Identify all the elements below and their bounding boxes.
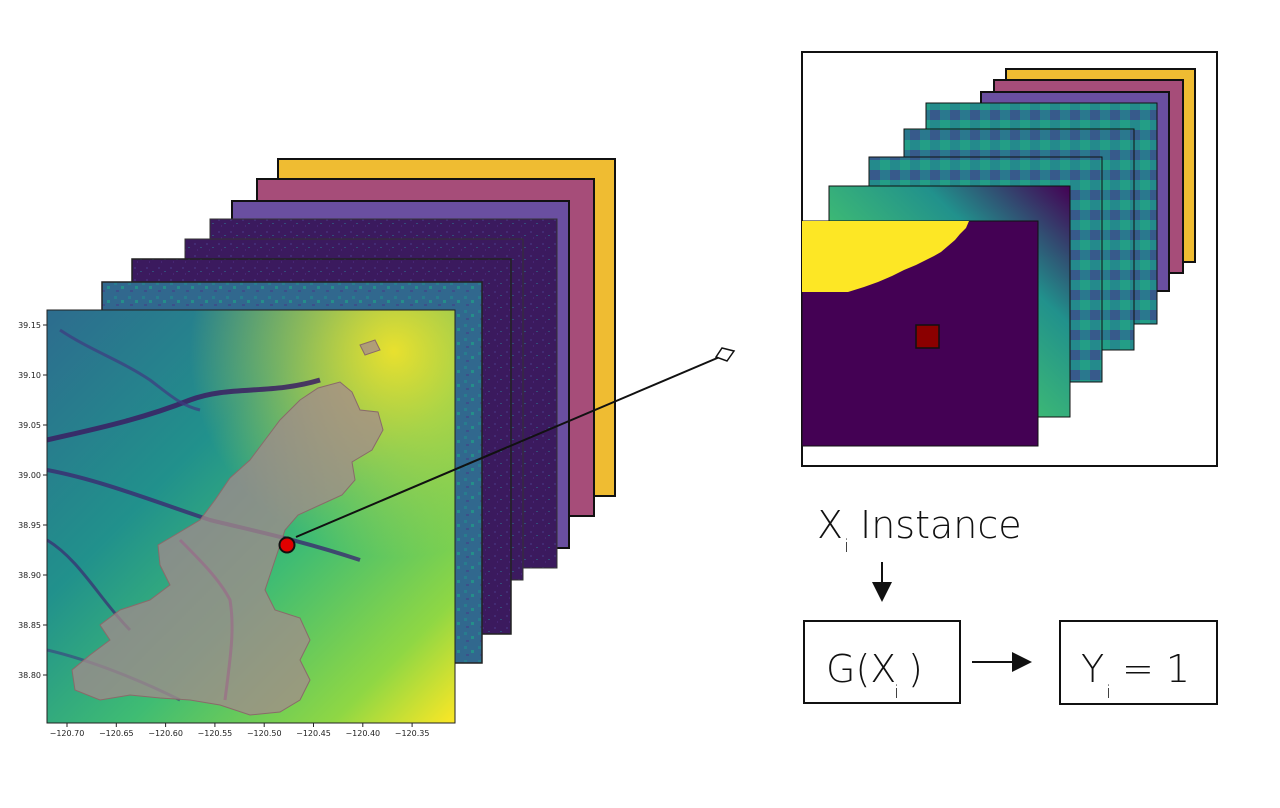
output-label-sub: i xyxy=(1106,682,1111,703)
map-y-tick-label: 38.80 xyxy=(18,671,41,680)
map-x-tick-label: −120.70 xyxy=(50,729,85,738)
map-y-tick-label: 39.05 xyxy=(18,421,41,430)
map-y-tick-label: 39.10 xyxy=(18,371,41,380)
map-x-tick-label: −120.50 xyxy=(247,729,282,738)
map-x-tick-label: −120.60 xyxy=(148,729,183,738)
elevation-map xyxy=(47,310,455,723)
map-y-tick-label: 38.95 xyxy=(18,521,41,530)
output-box xyxy=(1059,620,1218,705)
map-x-tick-label: −120.55 xyxy=(198,729,233,738)
patch-stack xyxy=(801,68,1196,447)
instance-label-text: Instance xyxy=(860,503,1022,547)
model-label-suffix: ) xyxy=(908,647,923,691)
instance-label: X i Instance xyxy=(817,503,1022,557)
model-label-sub: i xyxy=(894,682,899,703)
map-y-tick-label: 38.85 xyxy=(18,621,41,630)
instance-label-sub: i xyxy=(844,536,849,557)
map-x-tick-label: −120.35 xyxy=(395,729,430,738)
output-label-y: Y xyxy=(1081,647,1104,691)
map-x-axis: −120.70 −120.65 −120.60 −120.55 −120.50 −120.… xyxy=(50,723,430,738)
connector-line xyxy=(295,355,723,538)
model-label-prefix: G(X xyxy=(826,647,896,691)
map-y-tick-label: 39.00 xyxy=(18,471,41,480)
connector-patch-icon xyxy=(714,347,736,362)
model-box xyxy=(803,620,961,704)
output-label-value: = 1 xyxy=(1122,647,1190,691)
instance-marker xyxy=(278,536,296,554)
patch-layer-binary xyxy=(801,220,1039,447)
map-x-tick-label: −120.45 xyxy=(296,729,331,738)
map-x-tick-label: −120.65 xyxy=(99,729,134,738)
map-y-tick-label: 39.15 xyxy=(18,321,41,330)
map-x-tick-label: −120.40 xyxy=(345,729,380,738)
patch-center-cell xyxy=(915,324,940,349)
map-y-tick-label: 38.90 xyxy=(18,571,41,580)
instance-label-x: X xyxy=(817,503,843,547)
fire-perimeter xyxy=(71,381,384,716)
map-y-axis: 39.15 39.10 39.05 39.00 38.95 38.90 38.85 38.80 xyxy=(18,321,47,680)
